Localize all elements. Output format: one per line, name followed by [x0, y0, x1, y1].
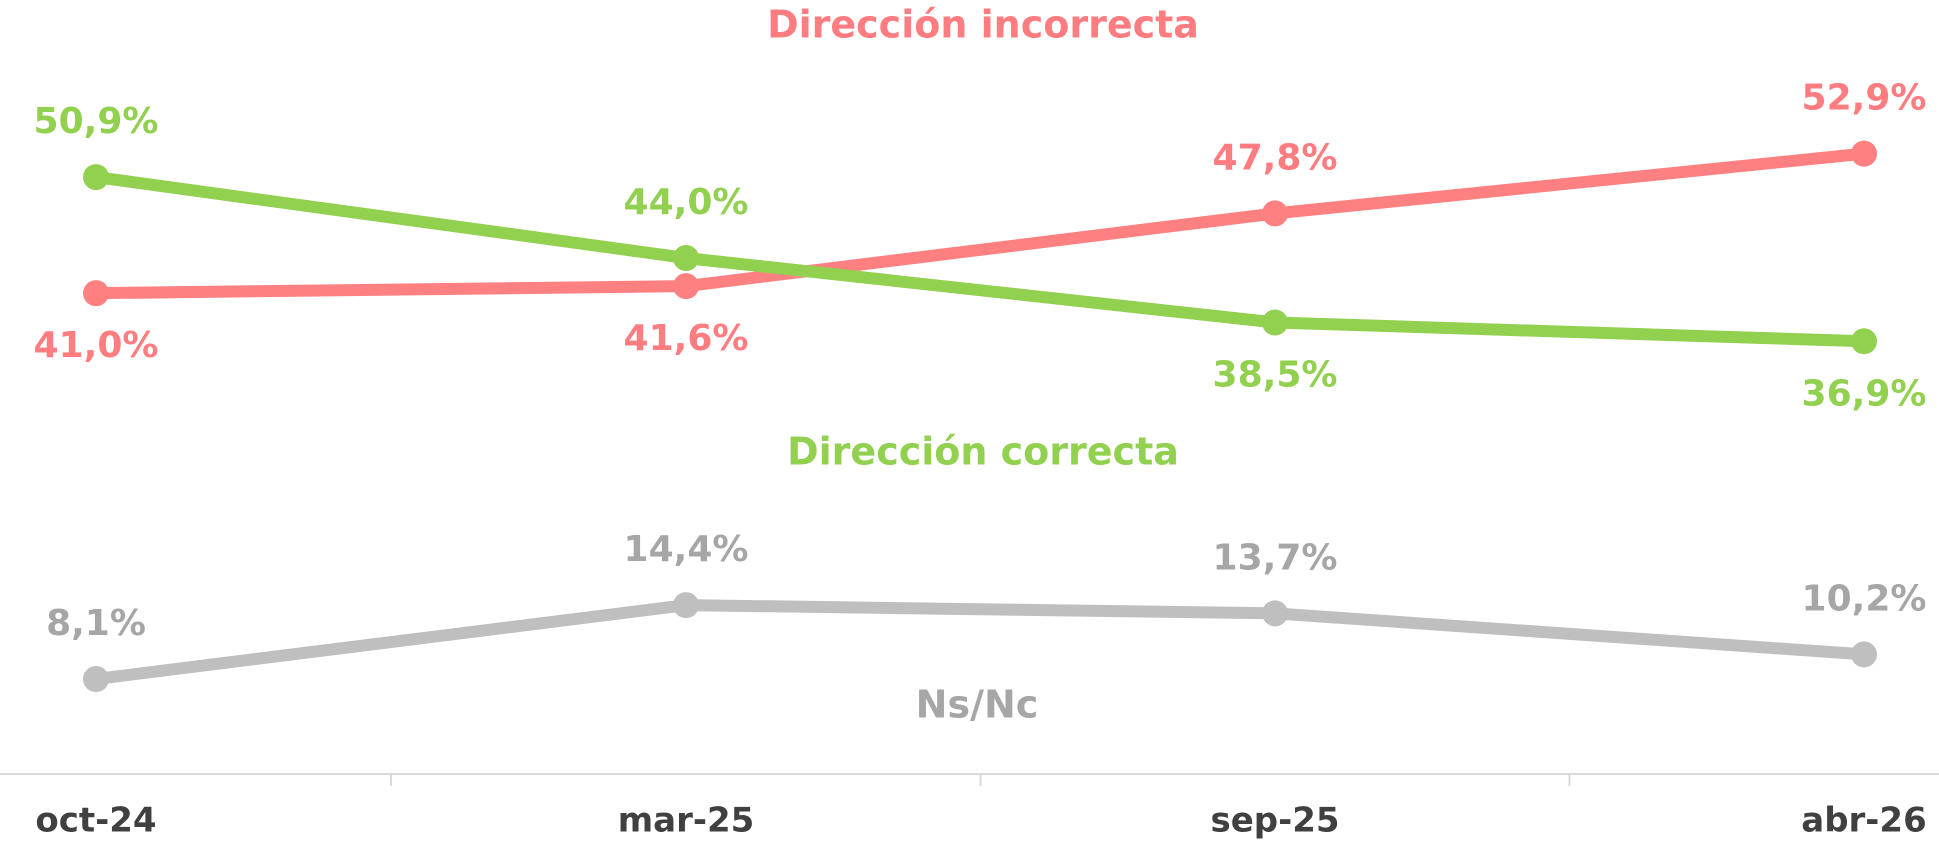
x-tick-label: mar-25	[618, 801, 755, 841]
marker	[1262, 600, 1288, 627]
data-label: 14,4%	[624, 529, 749, 570]
data-label: 36,9%	[1802, 373, 1927, 414]
marker	[1851, 328, 1877, 355]
series-name: Dirección incorrecta	[767, 3, 1199, 47]
marker	[83, 164, 109, 191]
marker	[673, 273, 699, 300]
series-name: Ns/Nc	[916, 683, 1039, 727]
data-label: 41,6%	[624, 318, 749, 359]
marker	[673, 592, 699, 619]
marker	[1851, 641, 1877, 668]
marker	[1262, 309, 1288, 336]
data-label: 8,1%	[46, 603, 146, 644]
data-label: 44,0%	[624, 182, 749, 223]
line	[95, 599, 1865, 685]
series-name: Dirección correcta	[787, 430, 1179, 474]
marker	[83, 280, 109, 307]
data-label: 13,7%	[1213, 537, 1338, 578]
data-label: 38,5%	[1213, 355, 1338, 396]
marker	[1851, 140, 1877, 167]
marker	[1262, 200, 1288, 227]
marker	[83, 666, 109, 693]
data-label: 47,8%	[1213, 137, 1338, 178]
x-tick-label: abr-26	[1801, 801, 1926, 841]
data-label: 41,0%	[34, 325, 159, 366]
line	[95, 171, 1865, 348]
x-tick-label: oct-24	[35, 801, 156, 841]
data-label: 52,9%	[1802, 78, 1927, 119]
data-label: 10,2%	[1802, 578, 1927, 619]
line	[95, 147, 1865, 300]
data-label: 50,9%	[34, 101, 159, 142]
x-tick-label: sep-25	[1210, 801, 1339, 841]
marker	[673, 245, 699, 271]
